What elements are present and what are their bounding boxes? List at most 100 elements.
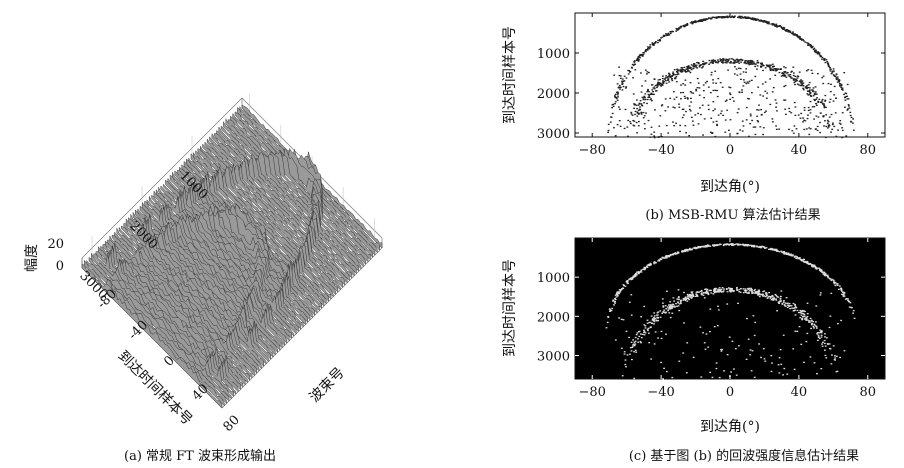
- scatter-point: [762, 290, 765, 293]
- scatter-point: [615, 296, 618, 298]
- scatter-point: [786, 71, 789, 74]
- scatter-point: [720, 290, 723, 292]
- scatter-point: [752, 19, 755, 21]
- scatter-point: [757, 86, 760, 88]
- scatter-point: [826, 61, 829, 63]
- scatter-point: [762, 133, 764, 136]
- scatter-point: [741, 120, 744, 122]
- scatter-point: [819, 101, 822, 103]
- scatter-point: [712, 62, 714, 64]
- scatter-point: [722, 59, 725, 61]
- scatter-point: [792, 310, 795, 312]
- scatter-point: [702, 294, 705, 296]
- scatter-point: [835, 97, 837, 99]
- scatter-point: [798, 326, 801, 328]
- scatter-point: [672, 106, 675, 108]
- scatter-point: [794, 75, 797, 78]
- scatter-point: [762, 127, 765, 129]
- scatter-point: [638, 271, 641, 274]
- surface-slice: [211, 132, 353, 279]
- x-tick-label: −80: [579, 385, 606, 400]
- scatter-point: [667, 78, 670, 80]
- scatter-point: [823, 107, 826, 109]
- scatter-point: [619, 108, 621, 110]
- scatter-point: [782, 252, 785, 254]
- scatter-point: [641, 104, 643, 106]
- z-tick-20: 20: [47, 237, 64, 252]
- scatter-point: [672, 121, 674, 123]
- scatter-point: [731, 96, 734, 99]
- scatter-point: [756, 65, 759, 67]
- x-axis-label-c: 到达角(°): [700, 419, 760, 435]
- scatter-point: [745, 16, 748, 18]
- scatter-point: [808, 94, 811, 96]
- scatter-point: [704, 292, 707, 294]
- scatter-point: [797, 114, 800, 116]
- scatter-point: [641, 54, 644, 56]
- scatter-point: [812, 87, 815, 89]
- scatter-point: [793, 101, 796, 104]
- scatter-point: [659, 310, 662, 312]
- scatter-point: [746, 17, 749, 19]
- scatter-point: [834, 357, 836, 359]
- scatter-point: [694, 20, 697, 22]
- scatter-point: [751, 18, 754, 20]
- scatter-point: [725, 244, 728, 246]
- scatter-point: [809, 89, 811, 91]
- scatter-point: [679, 27, 682, 29]
- scatter-point: [653, 44, 655, 46]
- scatter-point: [769, 78, 771, 80]
- scatter-point: [693, 247, 696, 249]
- scatter-point: [742, 85, 745, 87]
- scatter-point: [631, 346, 634, 348]
- scatter-point: [607, 316, 609, 318]
- scatter-point: [648, 47, 650, 49]
- scatter-point: [682, 299, 685, 301]
- scatter-point: [771, 91, 774, 93]
- scatter-point: [762, 65, 765, 67]
- scatter-point: [792, 79, 795, 81]
- scatter-point: [636, 112, 639, 114]
- scatter-point: [750, 62, 753, 64]
- scatter-point: [715, 82, 718, 84]
- scatter-point: [830, 363, 833, 365]
- scatter-point: [737, 108, 740, 110]
- scatter-point: [641, 55, 644, 57]
- scatter-point: [807, 84, 810, 86]
- scatter-point: [650, 92, 653, 94]
- scatter-point: [722, 59, 724, 62]
- scatter-point: [786, 29, 788, 31]
- scatter-point: [730, 371, 732, 373]
- scatter-point: [801, 259, 804, 261]
- scatter-point: [800, 259, 803, 261]
- scatter-point: [664, 256, 667, 258]
- scatter-point: [796, 83, 799, 85]
- scatter-point: [822, 82, 825, 85]
- scatter-point: [736, 289, 739, 291]
- scatter-point: [835, 73, 838, 76]
- scatter-point: [660, 105, 663, 107]
- scatter-point: [686, 68, 689, 70]
- scatter-point: [659, 258, 662, 261]
- scatter-point: [696, 77, 699, 80]
- scatter-point: [662, 378, 664, 380]
- scatter-point: [699, 326, 702, 328]
- scatter-point: [805, 319, 808, 321]
- scatter-point: [796, 80, 798, 82]
- scatter-point: [656, 86, 658, 89]
- scatter-point: [707, 346, 710, 348]
- scatter-point: [742, 79, 745, 81]
- scatter-point: [843, 72, 846, 74]
- scatter-point: [776, 296, 779, 298]
- scatter-point: [772, 121, 774, 123]
- scatter-point: [739, 243, 742, 246]
- scatter-point: [614, 101, 617, 103]
- scatter-point: [733, 61, 736, 63]
- scatter-point: [707, 293, 710, 295]
- scatter-point: [715, 287, 717, 290]
- scatter-point: [661, 298, 664, 300]
- scatter-point: [738, 288, 741, 291]
- scatter-point: [692, 356, 695, 358]
- scatter-point: [640, 316, 642, 318]
- scatter-point: [749, 60, 752, 62]
